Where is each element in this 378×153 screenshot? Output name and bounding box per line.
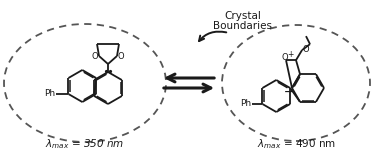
Text: +: + bbox=[287, 50, 293, 59]
Text: O: O bbox=[118, 52, 124, 60]
Text: −: − bbox=[284, 87, 294, 97]
Text: $\lambda_{max}$ = 350 nm: $\lambda_{max}$ = 350 nm bbox=[45, 137, 124, 151]
Text: Ph: Ph bbox=[44, 90, 56, 99]
Text: O: O bbox=[92, 52, 98, 60]
Text: Boundaries: Boundaries bbox=[214, 21, 273, 31]
Text: Ph: Ph bbox=[240, 99, 251, 108]
Text: O: O bbox=[303, 45, 309, 54]
Text: O: O bbox=[282, 53, 288, 62]
Text: $\lambda_{max}$ = 490 nm: $\lambda_{max}$ = 490 nm bbox=[257, 137, 335, 151]
Text: Crystal: Crystal bbox=[225, 11, 262, 21]
